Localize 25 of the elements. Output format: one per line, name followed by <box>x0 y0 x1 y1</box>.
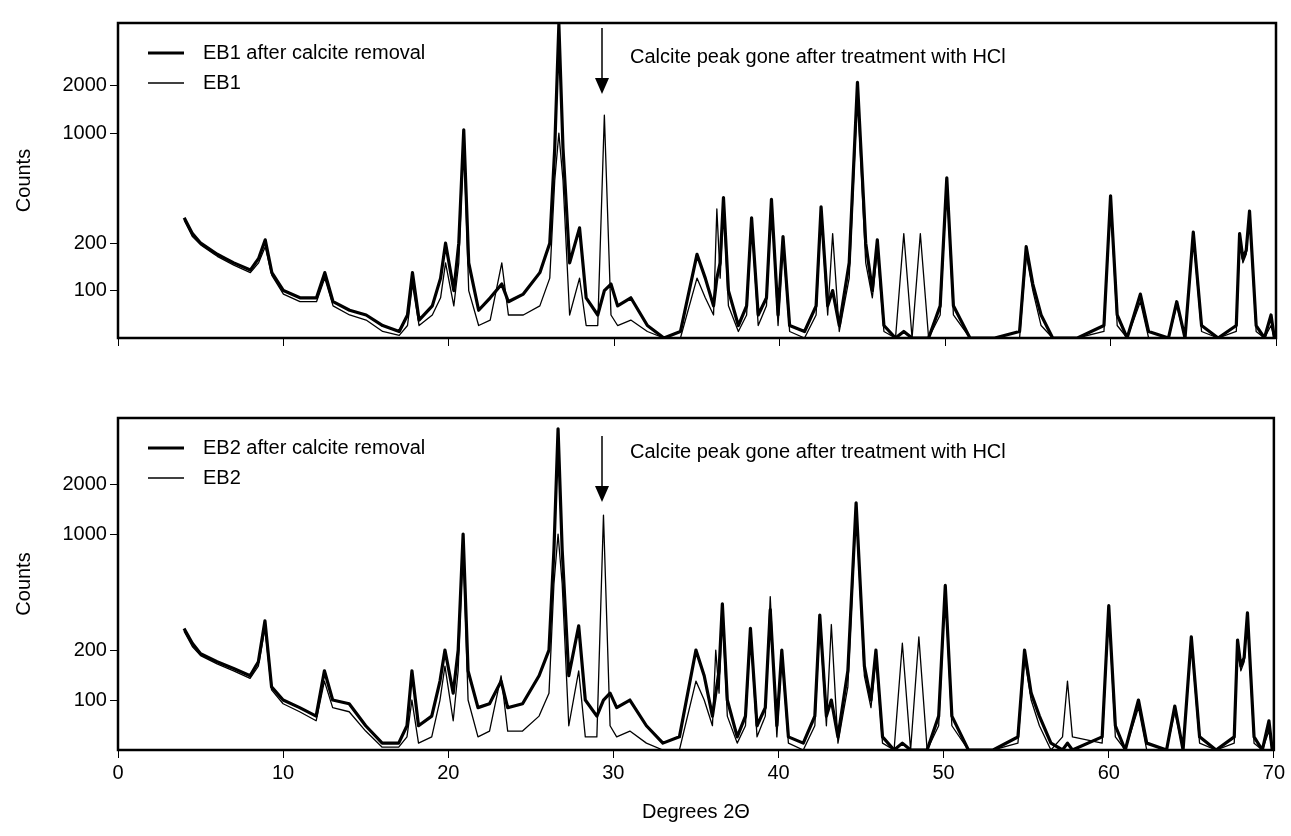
y-tick-label: 1000 <box>62 521 107 544</box>
annotation: Calcite peak gone after treatment with HCl <box>630 44 1006 67</box>
y-tick-label: 1000 <box>62 120 107 143</box>
y-axis-title: Counts <box>11 552 34 616</box>
x-tick-label: 30 <box>602 760 625 783</box>
x-tick-label: 70 <box>1262 760 1285 783</box>
x-axis-title: Degrees 2Θ <box>642 799 750 822</box>
y-tick-label: 2000 <box>62 471 107 494</box>
x-tick-label: 50 <box>932 760 955 783</box>
legend-label: EB2 <box>203 465 241 488</box>
y-axis-title: Counts <box>11 148 34 213</box>
y-tick-label: 200 <box>73 230 107 253</box>
legend-label: EB2 after calcite removal <box>203 435 426 458</box>
y-tick-label: 100 <box>73 687 107 710</box>
x-tick-label: 20 <box>437 760 460 783</box>
y-tick-label: 100 <box>73 278 107 301</box>
y-tick-label: 200 <box>73 637 107 660</box>
annotation: Calcite peak gone after treatment with HCl <box>630 439 1006 462</box>
legend-label: EB1 after calcite removal <box>203 40 426 63</box>
y-tick-label: 2000 <box>62 73 107 96</box>
x-tick-label: 60 <box>1097 760 1120 783</box>
x-tick-label: 40 <box>767 760 790 783</box>
x-tick-label: 10 <box>272 760 295 783</box>
legend-label: EB1 <box>203 70 241 93</box>
x-tick-label: 0 <box>112 760 124 783</box>
